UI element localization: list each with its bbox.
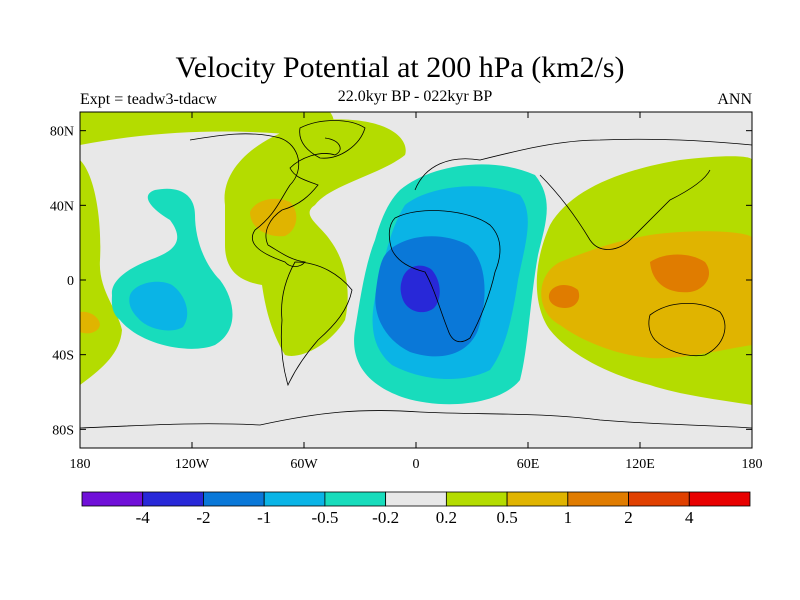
y-tick-label: 80N	[50, 125, 74, 140]
axis-ticks: 180 120W 60W 0 60E 120E 180 80N 40N 0 40S 80S	[50, 112, 763, 472]
coastline-north-america	[189, 133, 341, 267]
contour-region-pos-1	[650, 254, 710, 293]
x-tick-label: 60E	[517, 457, 540, 472]
colorbar-label: 0.5	[496, 508, 517, 527]
season-label: ANN	[717, 91, 752, 108]
contour-region-neg-2	[400, 265, 440, 313]
colorbar-swatch	[385, 491, 447, 507]
colorbar-swatch	[81, 491, 144, 507]
colorbar-swatch	[324, 491, 387, 507]
colorbar-label: -0.2	[372, 508, 399, 527]
coastline-eurasia	[414, 138, 752, 250]
contour-region-pos-0_5	[80, 311, 100, 334]
chart-subtitle: 22.0kyr BP - 022kyr BP	[337, 88, 493, 105]
contour-region-pos-0_2	[224, 119, 406, 356]
x-tick-label: 60W	[290, 457, 318, 472]
x-tick-label: 180	[742, 457, 763, 472]
map-field	[80, 112, 752, 448]
coastline-australia	[648, 302, 726, 357]
colorbar-label: -1	[257, 508, 271, 527]
colorbar-label: -4	[136, 508, 151, 527]
contour-region-neg-0_5	[129, 281, 188, 331]
x-tick-label: 0	[413, 457, 420, 472]
x-tick-label: 120E	[625, 457, 655, 472]
colorbar-label: 0.2	[436, 508, 457, 527]
colorbar-label: -2	[196, 508, 210, 527]
chart-title: Velocity Potential at 200 hPa (km2/s)	[175, 51, 625, 84]
colorbar-label: 1	[564, 508, 573, 527]
colorbar-swatch	[263, 491, 326, 507]
experiment-label: Expt = teadw3-tdacw	[80, 91, 217, 108]
y-tick-label: 40S	[52, 349, 74, 364]
colorbar-label: 2	[624, 508, 633, 527]
y-tick-label: 40N	[50, 199, 74, 214]
colorbar-swatch	[445, 491, 508, 507]
colorbar-label: 4	[685, 508, 694, 527]
coastlines	[80, 120, 752, 429]
contour-region-pos-1	[548, 284, 580, 308]
y-tick-label: 0	[67, 274, 74, 289]
colorbar: -4 -2 -1 -0.5 -0.2 0.2 0.5 1 2 4	[81, 491, 751, 527]
coastline-africa	[388, 210, 501, 343]
x-tick-label: 180	[70, 457, 91, 472]
colorbar-swatch	[506, 491, 569, 507]
colorbar-swatch	[567, 491, 629, 507]
coastline-south-america	[280, 261, 353, 387]
colorbar-label: -0.5	[311, 508, 338, 527]
contour-region-pos-0_2	[80, 112, 334, 145]
coastline-greenland	[299, 120, 366, 159]
y-tick-label: 80S	[52, 423, 74, 438]
colorbar-swatch	[688, 491, 751, 507]
coastline-antarctica	[80, 410, 752, 429]
colorbar-swatch	[142, 491, 204, 507]
x-tick-label: 120W	[175, 457, 210, 472]
colorbar-swatch	[628, 491, 690, 507]
colorbar-swatch	[203, 491, 265, 507]
